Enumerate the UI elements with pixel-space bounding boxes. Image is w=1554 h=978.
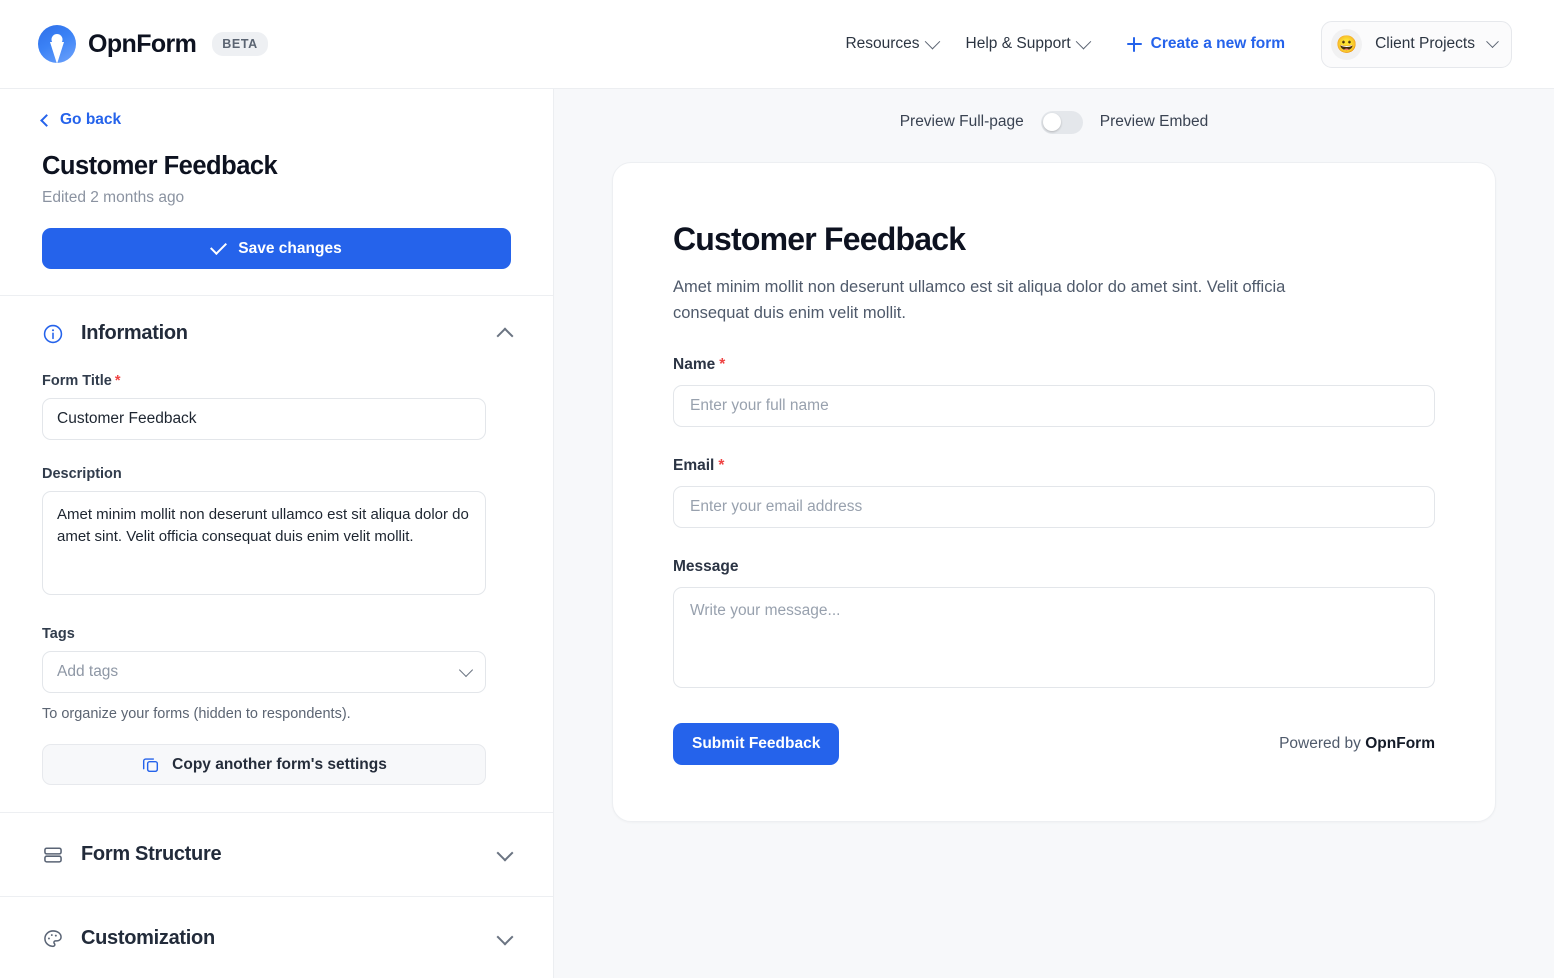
divider: [0, 812, 553, 813]
tags-select-wrapper: Add tags: [42, 651, 486, 693]
section-information: Information Form Title * Description Ame…: [0, 296, 553, 785]
save-changes-button[interactable]: Save changes: [42, 228, 511, 269]
info-circle-icon: [43, 324, 63, 343]
save-changes-label: Save changes: [238, 239, 342, 257]
go-back-label: Go back: [60, 111, 122, 128]
workspace-name: Client Projects: [1375, 35, 1475, 52]
rows-icon: [44, 846, 62, 863]
page-body: Go back Customer Feedback Edited 2 month…: [0, 89, 1554, 978]
go-back-link[interactable]: Go back: [40, 111, 122, 129]
preview-footer: Submit Feedback Powered by OpnForm: [673, 723, 1435, 766]
preview-fullpage-label: Preview Full-page: [899, 113, 1024, 130]
nav-item-help-support[interactable]: Help & Support: [952, 27, 1103, 61]
preview-field-name: Name *: [673, 356, 1435, 428]
chevron-down-icon: [1486, 34, 1499, 48]
section-form-structure[interactable]: Form Structure: [0, 813, 553, 896]
tags-label-text: Tags: [42, 626, 75, 642]
required-asterisk: *: [719, 356, 726, 374]
description-field-group: Description Amet minim mollit non deseru…: [42, 466, 511, 600]
beta-badge: BETA: [212, 32, 268, 56]
message-textarea[interactable]: [673, 587, 1435, 689]
powered-by-prefix: Powered by: [1279, 735, 1366, 753]
nav-right-group: Resources Help & Support Create a new fo…: [831, 20, 1512, 68]
chevron-up-icon[interactable]: [496, 327, 514, 344]
nav-item-label: Resources: [845, 35, 920, 52]
form-title-label: Form Title *: [42, 373, 511, 389]
tags-helper-text: To organize your forms (hidden to respon…: [42, 706, 351, 722]
opnform-logo-icon: [38, 25, 76, 63]
chevron-down-icon[interactable]: [496, 928, 514, 945]
form-title-input[interactable]: [42, 398, 486, 440]
avatar: 😀: [1331, 28, 1363, 60]
form-preview-description: Amet minim mollit non deserunt ullamco e…: [673, 278, 1286, 323]
form-title-label-text: Form Title: [42, 373, 112, 389]
brand-logo[interactable]: OpnForm BETA: [38, 25, 268, 63]
plus-icon: [1126, 36, 1142, 52]
powered-by-text: Powered by OpnForm: [1279, 735, 1435, 753]
form-editor-sidebar: Go back Customer Feedback Edited 2 month…: [0, 89, 554, 978]
palette-icon: [44, 929, 62, 947]
create-new-form-label: Create a new form: [1150, 35, 1286, 52]
preview-field-label: Message: [673, 558, 1435, 576]
workspace-switcher[interactable]: 😀 Client Projects: [1321, 20, 1512, 68]
preview-panel: Preview Full-page Preview Embed Customer…: [554, 89, 1554, 978]
preview-mode-toggle[interactable]: [1040, 110, 1083, 134]
form-preview-card: Customer Feedback Amet minim mollit non …: [612, 162, 1496, 823]
chevron-down-icon[interactable]: [496, 844, 514, 861]
nav-item-label: Help & Support: [965, 35, 1071, 52]
page-title: Customer Feedback: [42, 152, 278, 180]
tags-field-group: Tags Add tags To organize your forms (hi…: [42, 626, 511, 722]
chevron-down-icon: [1075, 33, 1091, 49]
section-title: Form Structure: [81, 843, 222, 865]
form-title-field-group: Form Title *: [42, 373, 511, 440]
chevron-down-icon: [924, 33, 940, 49]
preview-field-label-text: Message: [673, 558, 739, 576]
copy-icon: [143, 758, 159, 773]
section-title: Customization: [81, 927, 215, 949]
preview-field-email: Email *: [673, 457, 1435, 529]
preview-field-message: Message: [673, 558, 1435, 693]
tags-select[interactable]: Add tags: [42, 651, 486, 693]
preview-embed-label: Preview Embed: [1099, 113, 1209, 130]
preview-field-label-text: Email: [673, 457, 715, 475]
brand-name: OpnForm: [88, 29, 197, 58]
section-customization[interactable]: Customization: [0, 897, 553, 978]
preview-field-label: Email *: [673, 457, 1435, 475]
tags-placeholder: Add tags: [57, 663, 119, 680]
description-label: Description: [42, 466, 511, 482]
top-navigation-bar: OpnForm BETA Resources Help & Support Cr…: [0, 0, 1554, 89]
divider: [0, 295, 553, 296]
chevron-left-icon: [40, 114, 53, 127]
preview-field-label-text: Name: [673, 356, 716, 374]
powered-by-brand: OpnForm: [1365, 735, 1435, 753]
description-textarea[interactable]: Amet minim mollit non deserunt ullamco e…: [42, 491, 486, 595]
divider: [0, 896, 553, 897]
section-title: Information: [81, 322, 188, 344]
tags-label: Tags: [42, 626, 511, 642]
preview-toolbar: Preview Full-page Preview Embed: [554, 89, 1554, 149]
required-asterisk: *: [718, 457, 725, 475]
required-asterisk: *: [114, 373, 121, 389]
chevron-down-icon: [458, 662, 474, 678]
copy-form-settings-label: Copy another form's settings: [172, 755, 387, 773]
section-information-header[interactable]: Information: [42, 322, 514, 347]
copy-form-settings-button[interactable]: Copy another form's settings: [42, 744, 486, 785]
last-edited-text: Edited 2 months ago: [42, 189, 185, 206]
nav-item-resources[interactable]: Resources: [831, 27, 951, 61]
toggle-knob: [1043, 113, 1062, 131]
email-input[interactable]: [673, 486, 1435, 529]
create-new-form-button[interactable]: Create a new form: [1113, 27, 1299, 61]
check-icon: [210, 238, 228, 255]
submit-feedback-button[interactable]: Submit Feedback: [673, 723, 840, 766]
sidebar-header: Go back Customer Feedback Edited 2 month…: [0, 89, 553, 295]
form-preview-title: Customer Feedback: [673, 221, 966, 257]
preview-field-label: Name *: [673, 356, 1435, 374]
name-input[interactable]: [673, 385, 1435, 428]
description-label-text: Description: [42, 466, 122, 482]
